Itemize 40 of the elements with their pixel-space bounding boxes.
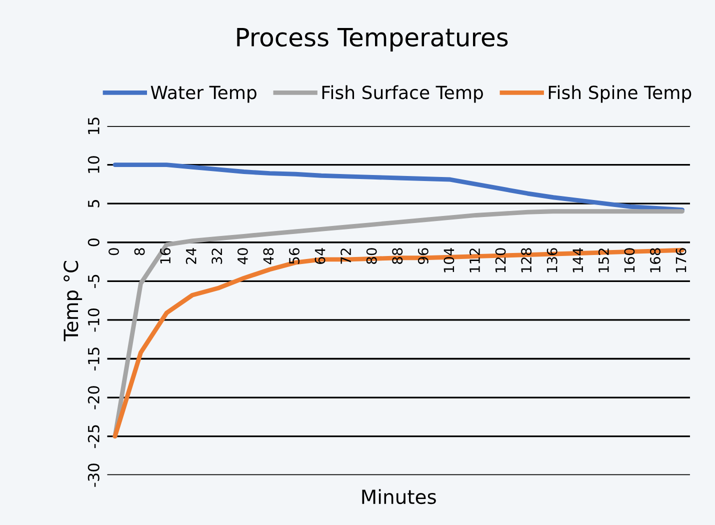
- x-tick-label: 168: [650, 248, 660, 272]
- x-axis-title: Minutes: [362, 489, 436, 504]
- x-tick-label: 128: [521, 248, 532, 272]
- x-tick-label: 64: [314, 248, 326, 264]
- x-tick-label: 120: [495, 248, 506, 272]
- x-tick-label: 176: [676, 248, 686, 272]
- x-tick-label: 104: [444, 248, 454, 272]
- legend-label: Fish Surface Temp: [322, 85, 483, 103]
- x-tick-label: 16: [160, 248, 171, 264]
- x-tick-label: 48: [263, 248, 274, 264]
- x-tick-label: 88: [392, 248, 403, 264]
- x-tick-label: 160: [624, 248, 635, 272]
- x-tick-label: 8: [134, 248, 145, 256]
- y-tick-label: -10: [88, 308, 100, 332]
- x-tick-label: 80: [366, 248, 377, 264]
- y-tick-label: -30: [88, 464, 100, 487]
- y-tick-label: 15: [88, 118, 100, 134]
- y-tick-label: 0: [88, 238, 100, 246]
- x-tick-label: 56: [289, 248, 300, 264]
- x-tick-label: 136: [546, 248, 558, 272]
- chart-title: Process Temperatures: [237, 28, 508, 52]
- x-tick-label: 40: [237, 248, 248, 264]
- x-tick-label: 0: [108, 248, 120, 256]
- y-tick-label: -20: [88, 386, 100, 410]
- y-axis-title: Temp °C: [64, 260, 82, 342]
- legend-label: Water Temp: [150, 86, 256, 103]
- x-tick-label: 112: [469, 248, 480, 272]
- y-tick-label: -5: [88, 274, 100, 288]
- legend-label: Fish Spine Temp: [548, 85, 692, 103]
- x-tick-label: 96: [418, 248, 428, 264]
- y-tick-label: 5: [88, 200, 100, 208]
- x-tick-label: 32: [212, 248, 222, 264]
- y-tick-label: -25: [88, 425, 100, 448]
- y-tick-label: -15: [88, 348, 100, 370]
- x-tick-label: 72: [340, 248, 351, 264]
- line-series: [112, 162, 684, 212]
- x-tick-label: 24: [186, 248, 196, 264]
- x-tick-label: 152: [598, 248, 609, 272]
- x-tick-label: 144: [572, 248, 583, 272]
- y-tick-label: 10: [88, 156, 100, 173]
